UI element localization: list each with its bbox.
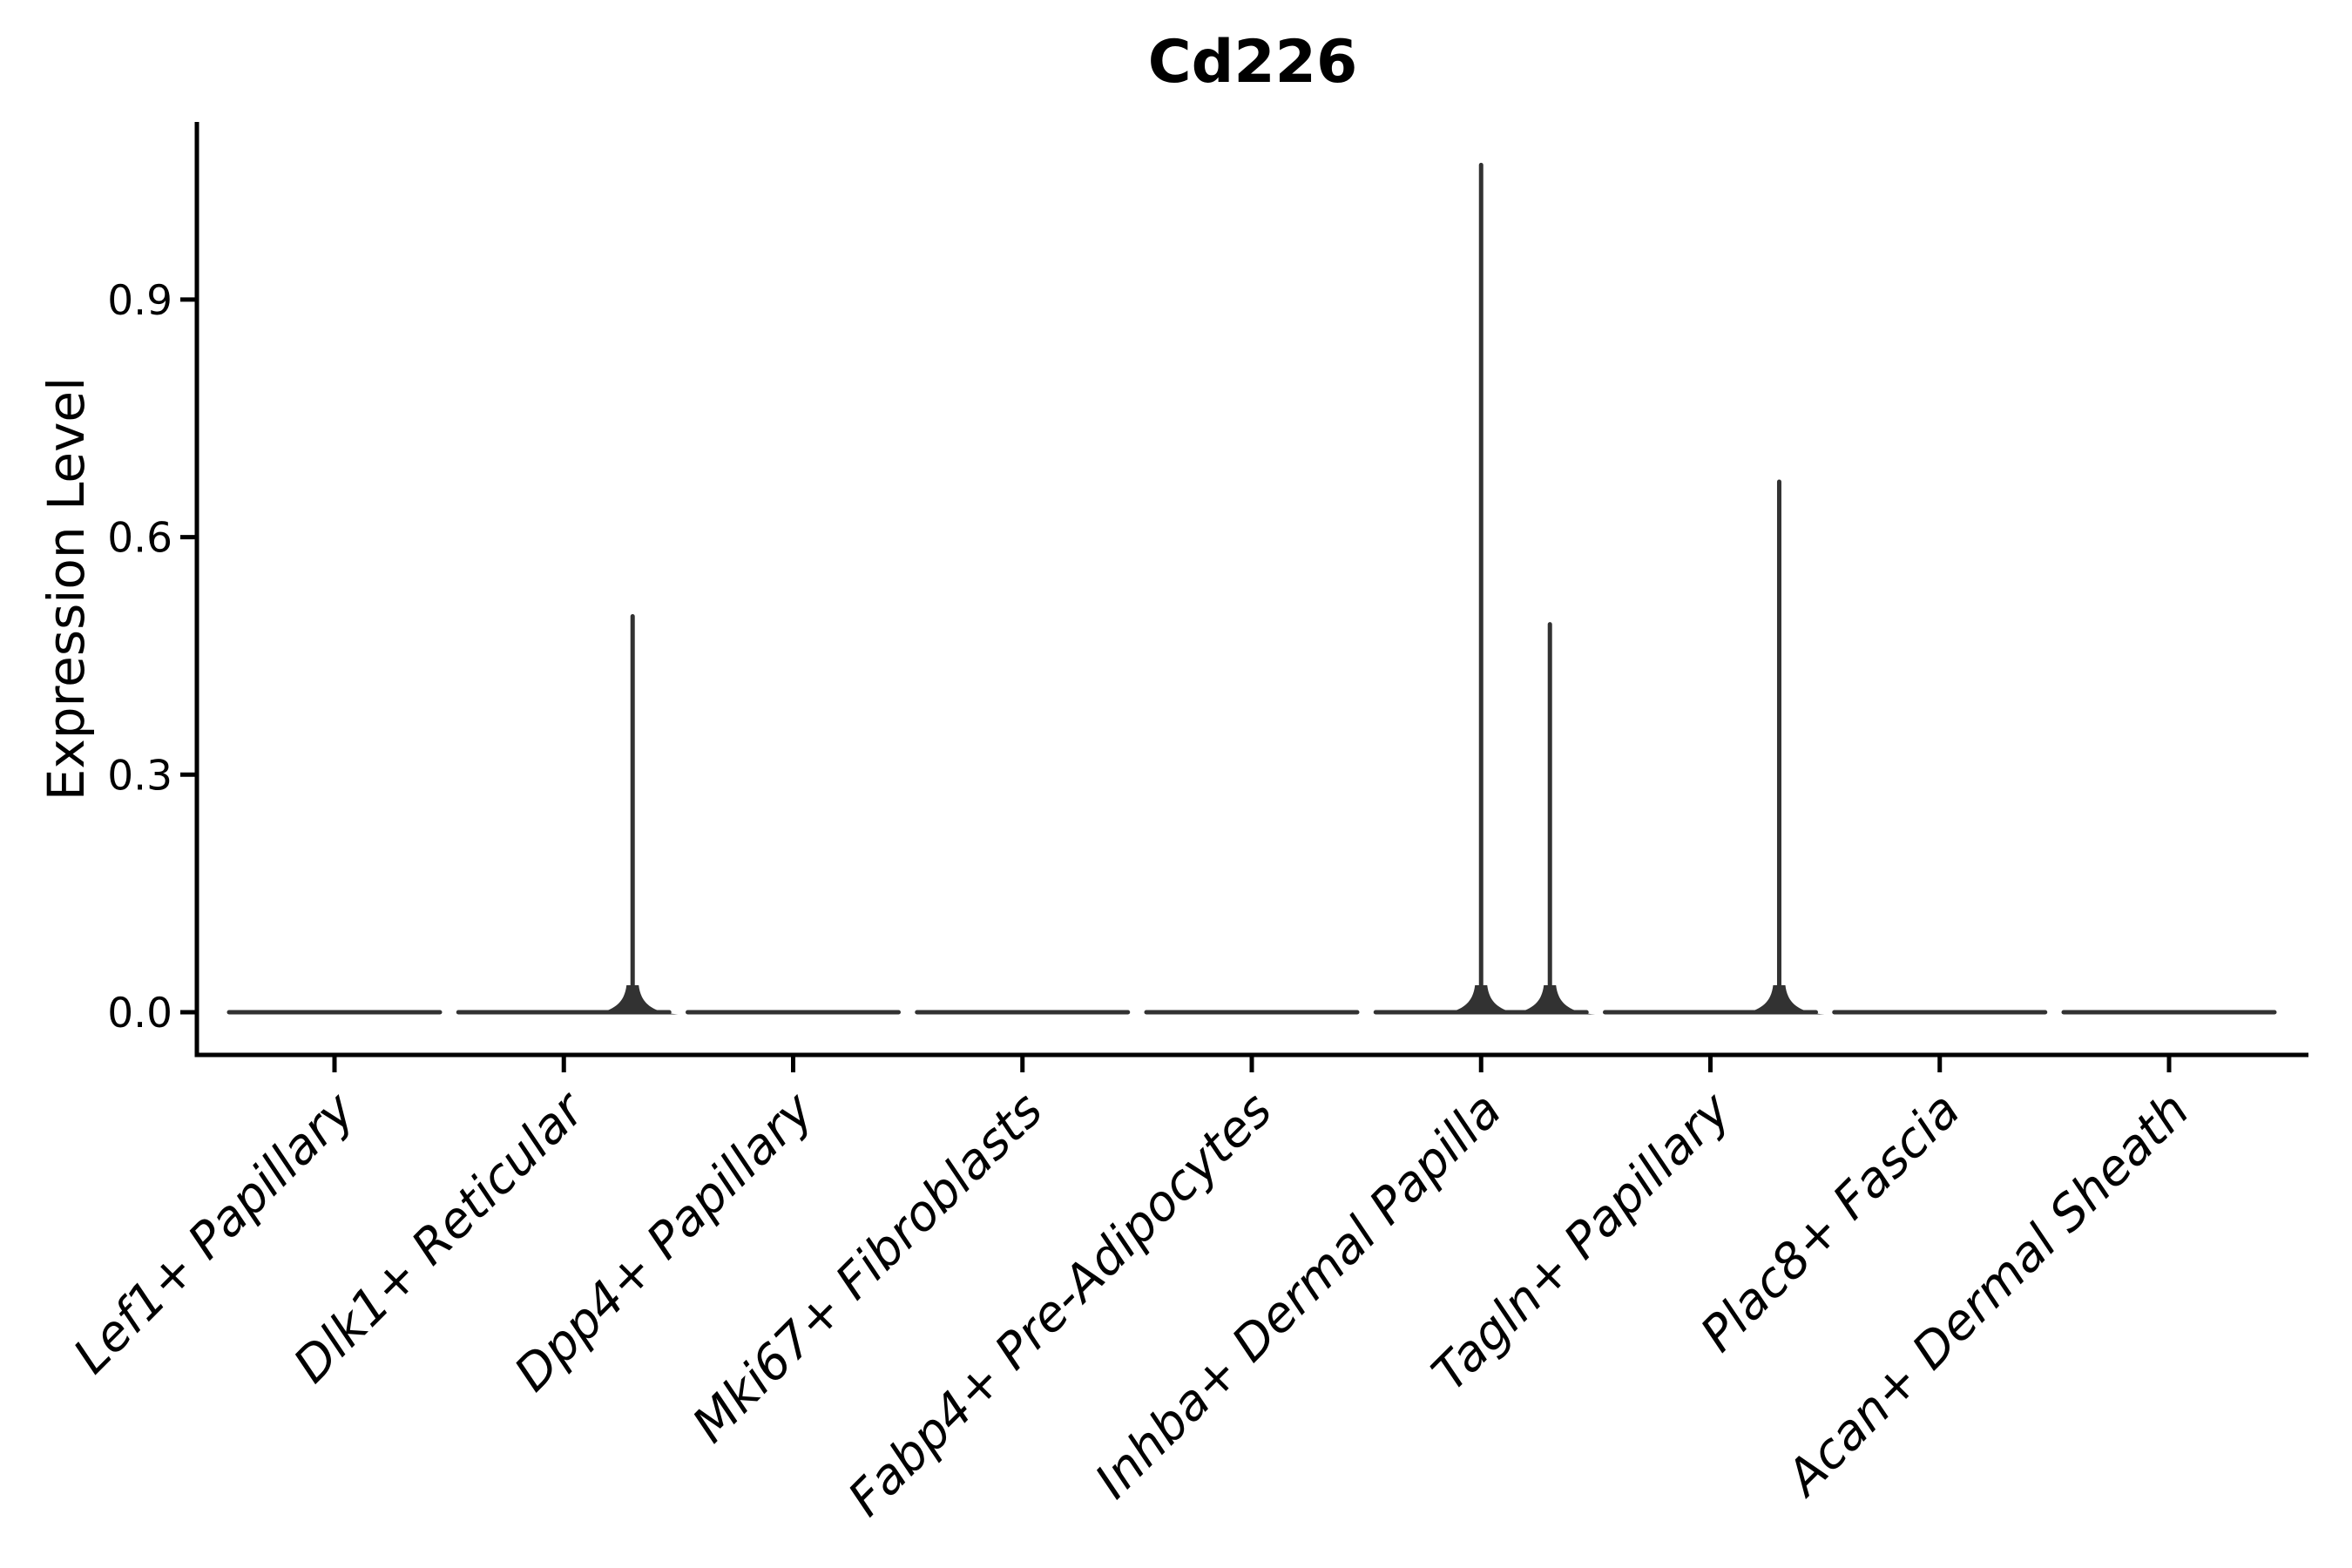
y-tick-label: 0.9	[107, 277, 172, 325]
y-tick-label: 0.6	[107, 515, 172, 563]
category-label: Fabp4+ Pre-Adipocytes	[838, 1082, 1283, 1527]
category-label: Inhba+ Dermal Papilla	[1085, 1082, 1512, 1510]
category-label: Acan+ Dermal Sheath	[1774, 1082, 2200, 1508]
chart-title: Cd226	[1147, 28, 1358, 97]
y-tick-label: 0.3	[107, 752, 172, 800]
y-tick-label: 0.0	[107, 990, 172, 1037]
